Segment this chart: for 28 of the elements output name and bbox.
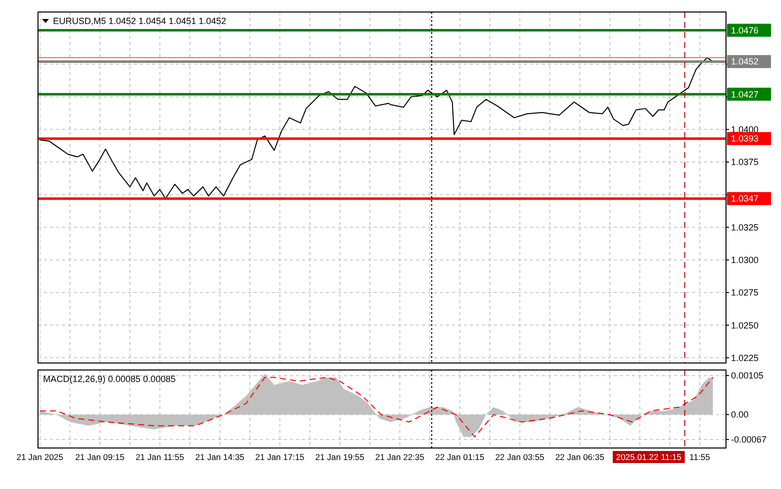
ref-line-label: 1.0476 bbox=[731, 25, 759, 36]
x-tick-label: 21 Jan 09:15 bbox=[75, 452, 125, 462]
x-tick-label: 22 Jan 06:35 bbox=[555, 452, 605, 462]
x-tick-label: 21 Jan 17:15 bbox=[255, 452, 305, 462]
y-tick-label: 0.00105 bbox=[731, 370, 764, 381]
y-tick-label: 1.0375 bbox=[731, 157, 759, 168]
y-tick-label: 0.00 bbox=[731, 410, 749, 420]
x-tick-label: 22 Jan 01:15 bbox=[435, 452, 485, 462]
ref-line-label: 1.0427 bbox=[731, 89, 759, 100]
x-tick-label: 21 Jan 14:35 bbox=[195, 452, 245, 462]
y-tick-label: 1.0275 bbox=[731, 288, 759, 298]
text: MACD(12,26,9) 0.00085 0.00085 bbox=[43, 374, 176, 384]
ref-line-label: 1.0347 bbox=[731, 194, 759, 204]
y-tick-label: 1.0250 bbox=[731, 320, 759, 330]
x-tick-label: 21 Jan 2025 bbox=[16, 452, 64, 462]
ref-line-label: 2025.01.22 11:15 bbox=[616, 452, 682, 462]
x-tick-label: 22 Jan 03:55 bbox=[495, 452, 545, 462]
y-tick-label: 1.0325 bbox=[731, 222, 759, 232]
x-tick-label: 21 Jan 11:55 bbox=[136, 452, 184, 462]
x-tick-label: 21 Jan 22:35 bbox=[375, 452, 425, 462]
y-tick-label: 1.0225 bbox=[731, 352, 759, 363]
x-tick-label: 21 Jan 19:55 bbox=[315, 452, 365, 462]
ref-line-label: 1.0393 bbox=[731, 134, 759, 144]
y-tick-label: 1.0300 bbox=[731, 255, 759, 266]
text: EURUSD,M5 1.0452 1.0454 1.0451 1.0452 bbox=[53, 16, 226, 26]
ref-line-label: 1.0452 bbox=[731, 56, 759, 67]
x-tick-label: 11:55 bbox=[689, 452, 710, 462]
y-tick-label: -0.00067 bbox=[731, 434, 767, 445]
